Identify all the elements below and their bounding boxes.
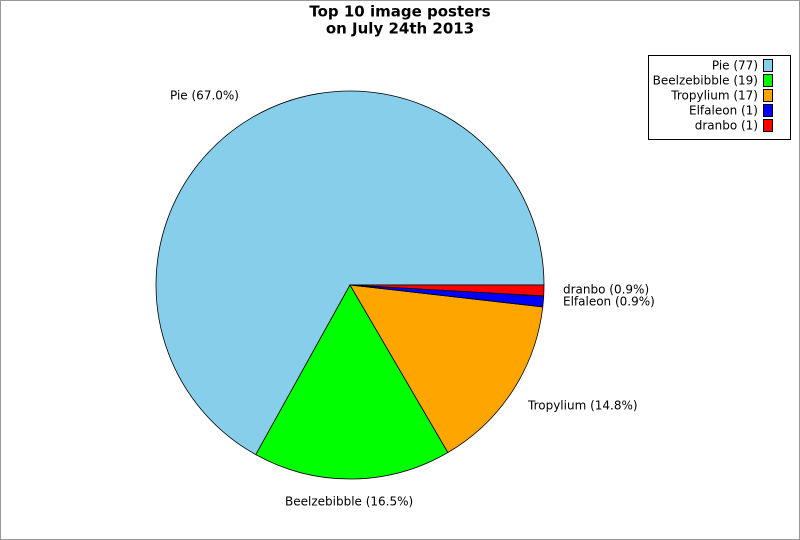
pie-slice — [349, 284, 545, 297]
legend-swatch — [763, 89, 773, 102]
slice-label: dranbo (0.9%) — [563, 283, 649, 297]
pie-slice — [155, 90, 545, 456]
legend-swatch — [763, 74, 773, 87]
legend-label: dranbo (1) — [695, 119, 758, 133]
chart-title: on July 24th 2013 — [326, 20, 474, 38]
legend-swatch — [763, 119, 773, 132]
legend-label: Beelzebibble (19) — [653, 74, 758, 88]
slice-label: Pie (67.0%) — [170, 89, 239, 103]
slice-label: Tropylium (14.8%) — [527, 399, 638, 413]
legend-swatch — [763, 104, 773, 117]
legend-label: Pie (77) — [712, 59, 758, 73]
pie-slice — [349, 284, 544, 454]
legend-swatch — [763, 59, 773, 72]
legend-label: Elfaleon (1) — [689, 104, 758, 118]
slice-label: Elfaleon (0.9%) — [563, 295, 655, 309]
legend-label: Tropylium (17) — [670, 89, 758, 103]
slice-label: Beelzebibble (16.5%) — [285, 495, 413, 509]
chart-title: Top 10 image posters — [309, 3, 490, 21]
pie-slice — [255, 284, 449, 480]
